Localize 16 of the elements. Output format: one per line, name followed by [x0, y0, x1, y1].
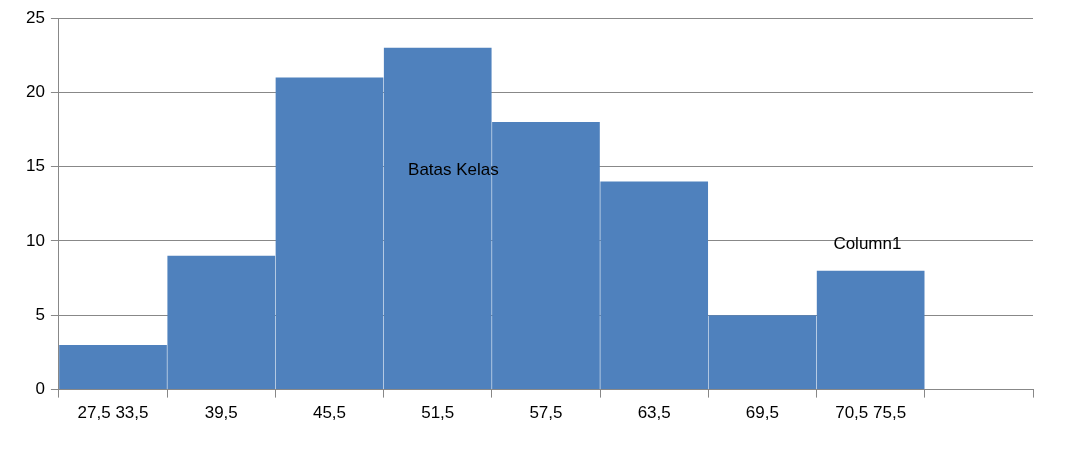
y-tick-label: 15: [25, 156, 45, 176]
x-tick-label: 27,5 33,5: [77, 403, 149, 423]
y-tick-label: 10: [25, 230, 45, 250]
x-tick-label: 45,5: [312, 403, 347, 423]
x-tick-label: 39,5: [204, 403, 238, 423]
x-tick-label: 51,5: [421, 403, 455, 423]
x-tick-label: 57,5: [529, 403, 563, 423]
y-tick-label: 5: [35, 304, 45, 324]
y-tick-label: 20: [25, 82, 45, 102]
x-tick-label: 70,5 75,5: [835, 403, 907, 423]
x-tick-label: 63,5: [637, 403, 671, 423]
annotation: Column1: [833, 234, 902, 254]
x-tick-label: 69,5: [745, 403, 779, 423]
y-tick-label: 25: [25, 7, 45, 27]
y-tick-label: 0: [35, 379, 45, 399]
annotation: Batas Kelas: [408, 160, 499, 180]
